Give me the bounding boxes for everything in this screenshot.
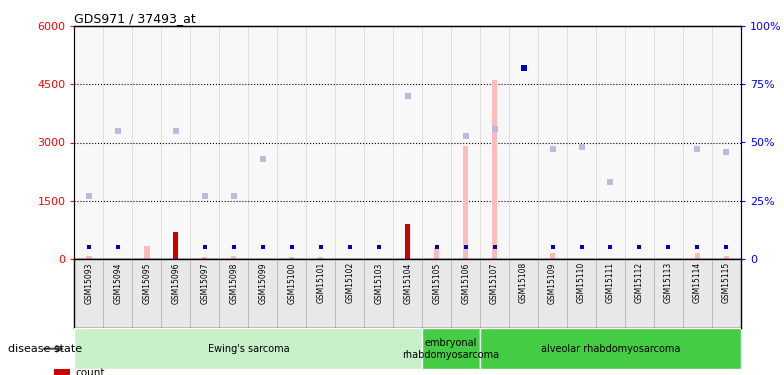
Text: GSM15098: GSM15098	[230, 262, 238, 304]
Text: GSM15109: GSM15109	[548, 262, 557, 304]
Point	[256, 156, 269, 162]
Text: GSM15112: GSM15112	[635, 262, 644, 303]
Point	[285, 244, 298, 250]
Text: GSM15101: GSM15101	[316, 262, 325, 303]
Text: GSM15093: GSM15093	[85, 262, 93, 304]
Point	[430, 244, 443, 250]
Text: GSM15094: GSM15094	[114, 262, 122, 304]
Point	[691, 147, 704, 153]
Text: GSM15114: GSM15114	[693, 262, 702, 303]
Point	[604, 179, 617, 185]
Bar	[173, 232, 179, 259]
Bar	[405, 224, 410, 259]
Text: GSM15111: GSM15111	[606, 262, 615, 303]
Bar	[231, 256, 237, 259]
Point	[314, 244, 327, 250]
Point	[256, 244, 269, 250]
Point	[198, 193, 211, 199]
Text: GSM15115: GSM15115	[722, 262, 731, 303]
Point	[662, 244, 675, 250]
Text: GSM15100: GSM15100	[287, 262, 296, 304]
Text: GSM15113: GSM15113	[664, 262, 673, 303]
Text: GSM15106: GSM15106	[461, 262, 470, 304]
Point	[343, 244, 356, 250]
Bar	[318, 257, 323, 259]
Bar	[695, 252, 700, 259]
Point	[604, 244, 617, 250]
Point	[546, 147, 559, 153]
Text: GSM15105: GSM15105	[432, 262, 441, 304]
Text: GSM15099: GSM15099	[258, 262, 267, 304]
Text: GSM15102: GSM15102	[345, 262, 354, 303]
Text: alveolar rhabdomyosarcoma: alveolar rhabdomyosarcoma	[541, 344, 681, 354]
Point	[169, 128, 182, 134]
Bar	[724, 256, 729, 259]
Text: GSM15096: GSM15096	[172, 262, 180, 304]
Point	[720, 149, 733, 155]
Point	[401, 93, 414, 99]
Bar	[463, 146, 468, 259]
Point	[459, 132, 472, 138]
Text: GSM15097: GSM15097	[201, 262, 209, 304]
Text: Ewing's sarcoma: Ewing's sarcoma	[208, 344, 289, 354]
Bar	[480, 328, 741, 369]
Point	[111, 128, 124, 134]
Point	[633, 244, 646, 250]
Bar	[202, 257, 208, 259]
Bar	[550, 252, 555, 259]
Point	[488, 244, 501, 250]
Point	[111, 244, 124, 250]
Point	[459, 244, 472, 250]
Bar	[144, 246, 150, 259]
Point	[517, 65, 530, 71]
Bar	[492, 81, 497, 259]
Point	[227, 244, 240, 250]
Text: GSM15108: GSM15108	[519, 262, 528, 303]
Point	[198, 244, 211, 250]
Point	[720, 244, 733, 250]
Text: GSM15107: GSM15107	[490, 262, 499, 304]
Point	[546, 244, 559, 250]
Point	[82, 244, 95, 250]
Bar	[434, 248, 439, 259]
Text: GSM15095: GSM15095	[143, 262, 151, 304]
Text: disease state: disease state	[8, 344, 82, 354]
Bar	[422, 328, 480, 369]
Text: GSM15104: GSM15104	[403, 262, 412, 304]
Text: embryonal
rhabdomyosarcoma: embryonal rhabdomyosarcoma	[402, 338, 499, 360]
Point	[82, 193, 95, 199]
Bar	[289, 257, 294, 259]
Point	[575, 244, 588, 250]
Point	[575, 144, 588, 150]
Point	[227, 193, 240, 199]
Text: GSM15110: GSM15110	[577, 262, 586, 303]
Bar	[54, 369, 70, 375]
Bar	[86, 256, 92, 259]
Text: GSM15103: GSM15103	[374, 262, 383, 304]
Point	[691, 244, 704, 250]
Point	[488, 126, 501, 132]
Text: count: count	[75, 368, 105, 375]
Point	[372, 244, 385, 250]
Bar	[74, 328, 422, 369]
Text: GDS971 / 37493_at: GDS971 / 37493_at	[74, 12, 196, 25]
